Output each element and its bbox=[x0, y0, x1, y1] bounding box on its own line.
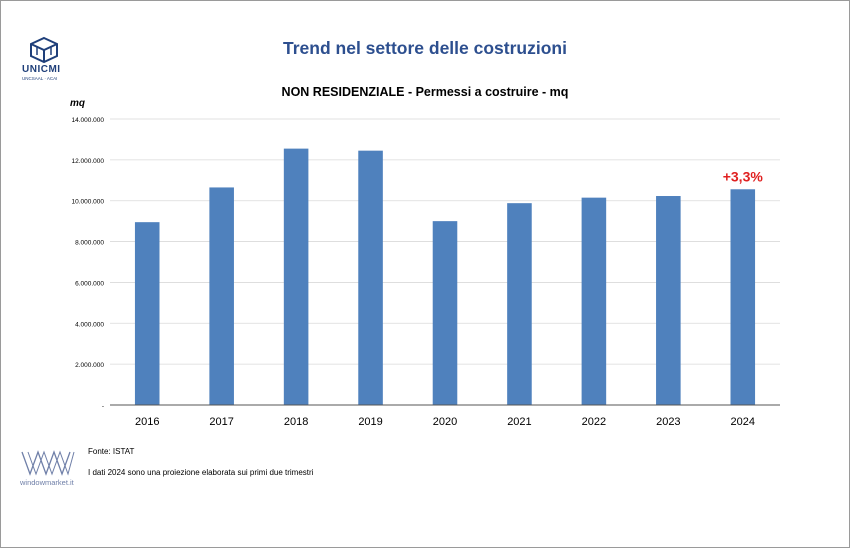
unicmi-logo bbox=[20, 36, 64, 64]
y-tick-label: - bbox=[102, 403, 104, 410]
logo-name: UNICMI bbox=[22, 64, 61, 75]
axes: - 2.000.000 4.000.000 6.000.000 8.000.000 10.… bbox=[71, 117, 780, 428]
bar-2019 bbox=[358, 150, 383, 405]
page-title: Trend nel settore delle costruzioni bbox=[283, 38, 567, 58]
unicmi-cube-icon bbox=[30, 36, 58, 64]
y-tick-label: 14.000.000 bbox=[71, 117, 104, 124]
bar-2024 bbox=[730, 189, 756, 405]
bar-2017 bbox=[209, 187, 234, 405]
windowmarket-logo bbox=[20, 448, 76, 483]
windowmarket-text: windowmarket.it bbox=[20, 478, 74, 487]
x-tick-label: 2023 bbox=[656, 416, 680, 428]
projection-note: I dati 2024 sono una proiezione elaborat… bbox=[88, 468, 314, 477]
bar-2023 bbox=[656, 196, 681, 405]
bar-2018 bbox=[283, 148, 309, 405]
windowmarket-w-icon bbox=[21, 450, 75, 476]
bar-2020 bbox=[432, 221, 458, 405]
x-tick-label: 2016 bbox=[135, 416, 159, 428]
y-tick-label: 8.000.000 bbox=[75, 240, 104, 247]
bar-2022 bbox=[581, 197, 607, 405]
bars bbox=[134, 148, 756, 405]
x-tick-label: 2018 bbox=[284, 416, 308, 428]
bar-2021 bbox=[507, 203, 532, 405]
x-tick-label: 2020 bbox=[433, 416, 457, 428]
bar-2016 bbox=[134, 222, 160, 405]
y-tick-label: 10.000.000 bbox=[71, 199, 104, 206]
x-tick-label: 2022 bbox=[582, 416, 606, 428]
x-tick-label: 2024 bbox=[731, 416, 755, 428]
y-tick-label: 12.000.000 bbox=[71, 158, 104, 165]
y-axis-unit: mq bbox=[70, 98, 85, 109]
y-tick-label: 4.000.000 bbox=[75, 321, 104, 328]
x-tick-label: 2017 bbox=[209, 416, 233, 428]
x-tick-label: 2019 bbox=[358, 416, 382, 428]
y-tick-label: 2.000.000 bbox=[75, 362, 104, 369]
logo-subtitle: UNCSAAL · ACAI bbox=[22, 76, 58, 81]
x-tick-label: 2021 bbox=[507, 416, 531, 428]
chart-title: NON RESIDENZIALE - Permessi a costruire … bbox=[281, 85, 569, 99]
annotation-label: +3,3% bbox=[723, 168, 764, 184]
y-tick-label: 6.000.000 bbox=[75, 280, 104, 287]
source-note: Fonte: ISTAT bbox=[88, 447, 135, 456]
